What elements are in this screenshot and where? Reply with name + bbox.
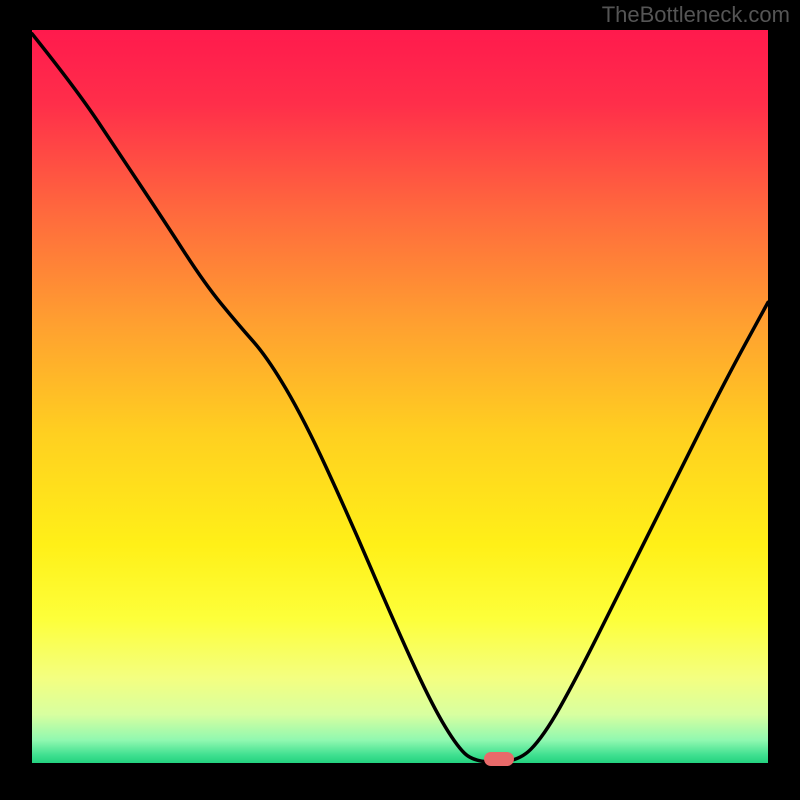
figure-root: TheBottleneck.com: [0, 0, 800, 800]
curve-layer: [32, 30, 768, 766]
optimal-marker: [484, 752, 514, 766]
plot-area: [32, 30, 768, 766]
bottleneck-curve: [32, 34, 768, 763]
watermark-text: TheBottleneck.com: [602, 2, 790, 28]
